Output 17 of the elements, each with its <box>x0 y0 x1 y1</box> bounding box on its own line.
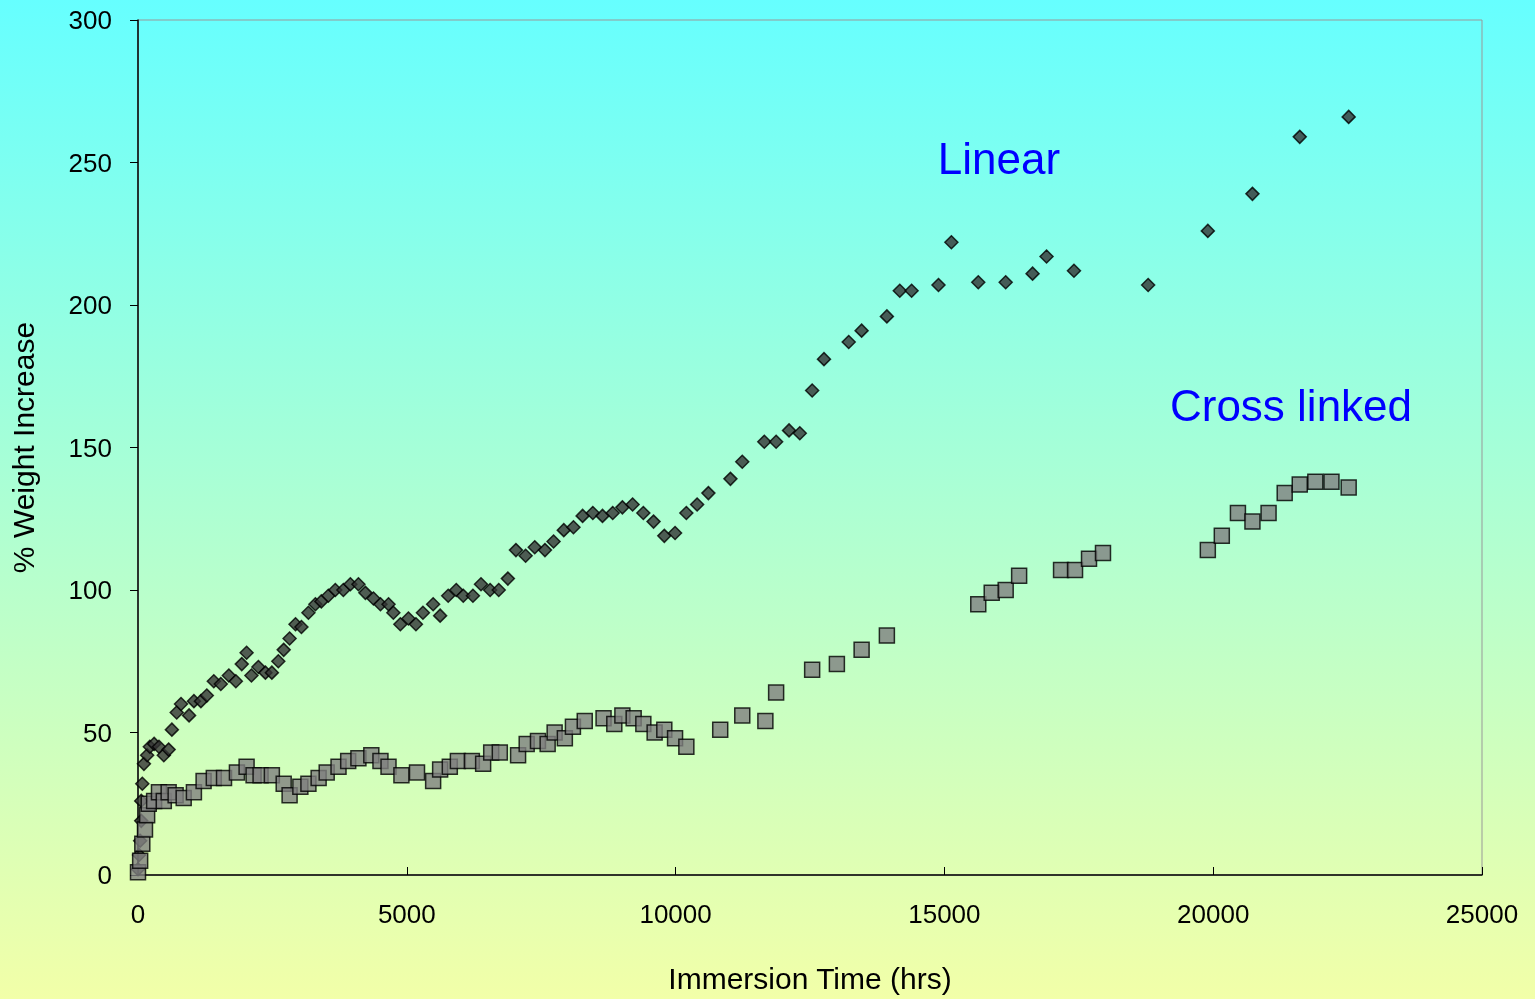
y-tick-label: 0 <box>97 860 112 890</box>
x-tick-label: 25000 <box>1445 899 1519 929</box>
x-tick-label: 5000 <box>377 899 436 929</box>
x-tick-label: 15000 <box>908 899 981 929</box>
y-tick-label: 300 <box>68 5 112 35</box>
y-tick-label: 250 <box>68 147 112 178</box>
x-tick-label: 0 <box>130 899 146 929</box>
y-tick-label: 50 <box>83 717 112 748</box>
y-tick-label: 150 <box>68 432 112 463</box>
series-label: Cross linked <box>1169 380 1413 430</box>
y-tick-label: 100 <box>68 575 112 605</box>
x-axis-title: Immersion Time (hrs) <box>668 961 952 995</box>
series-label: Linear <box>937 133 1061 183</box>
y-tick-label: 200 <box>68 290 112 320</box>
y-axis-title: % Weight Increase <box>6 321 40 574</box>
x-tick-label: 20000 <box>1177 899 1250 929</box>
x-tick-label: 10000 <box>639 899 712 929</box>
